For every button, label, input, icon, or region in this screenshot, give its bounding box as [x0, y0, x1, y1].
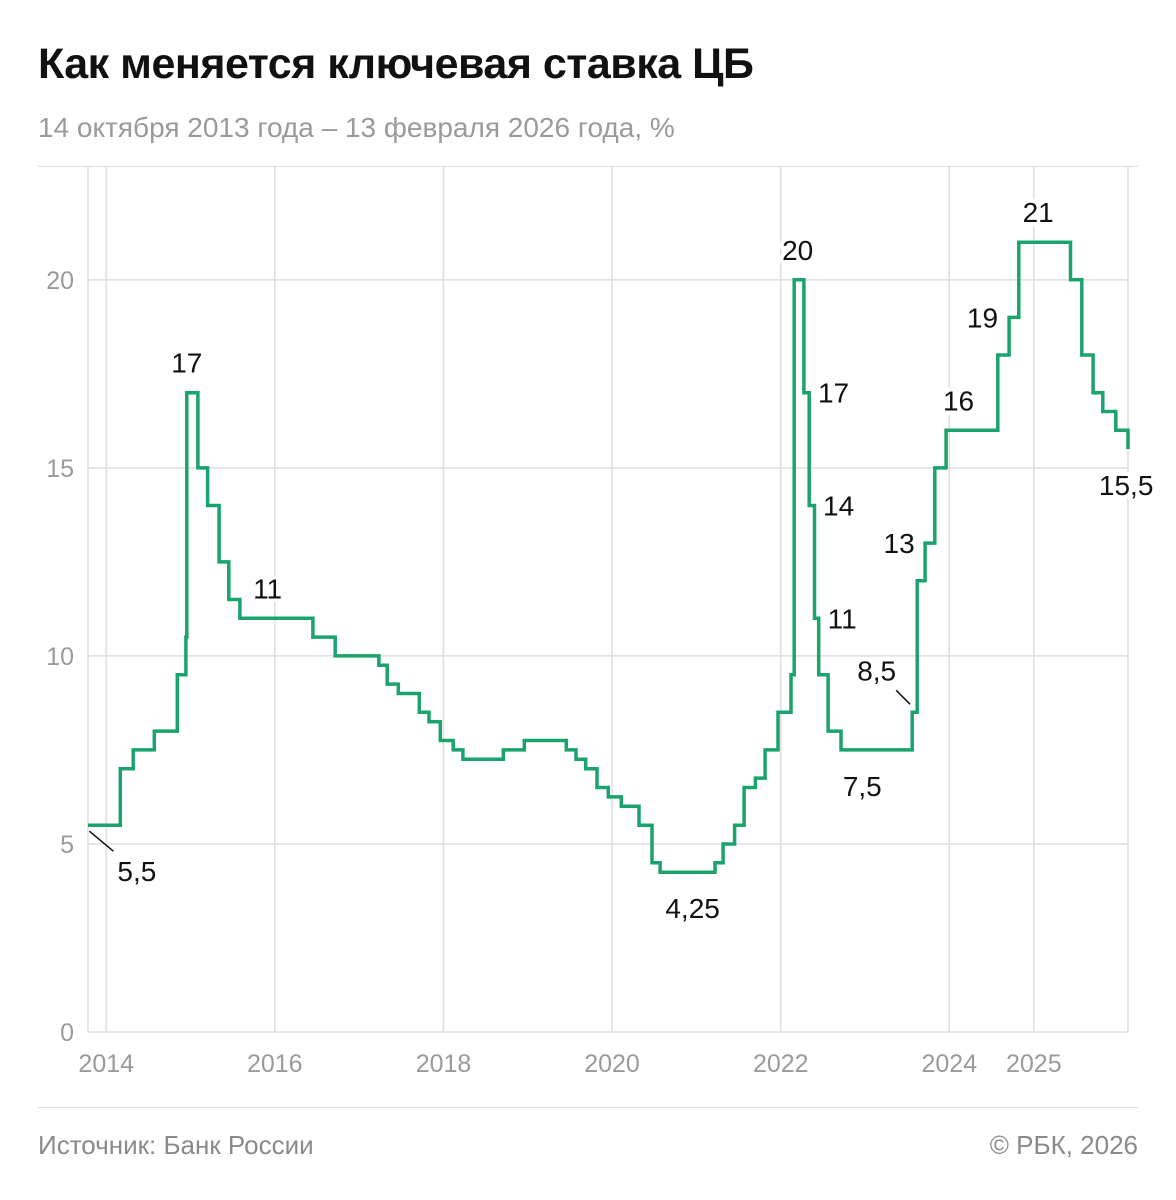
data-label: 11 [253, 573, 282, 604]
x-tick-label: 2024 [922, 1050, 978, 1078]
x-tick-label: 2022 [753, 1050, 809, 1078]
x-tick-label: 2016 [247, 1050, 303, 1078]
chart-title: Как меняется ключевая ставка ЦБ [38, 40, 754, 88]
data-label-halo: 11 [253, 573, 282, 604]
data-label-halo: 17 [818, 378, 849, 409]
data-label: 5,5 [117, 856, 156, 887]
data-label-halo: 14 [823, 490, 854, 521]
data-label: 14 [823, 490, 854, 521]
x-tick-label: 2020 [584, 1050, 640, 1078]
copyright-note: © РБК, 2026 [989, 1130, 1138, 1160]
data-label-halo: 15,5 [1099, 470, 1154, 501]
data-label: 19 [967, 302, 998, 333]
data-label: 4,25 [665, 893, 720, 924]
data-label-halo: 8,5 [857, 655, 896, 686]
data-label: 17 [818, 378, 849, 409]
data-label-halo: 21 [1023, 197, 1054, 228]
top-divider [38, 166, 1138, 167]
data-label: 7,5 [843, 771, 882, 802]
label-leader-line [895, 689, 911, 705]
x-tick-label: 2018 [416, 1050, 472, 1078]
y-tick-label: 20 [46, 267, 74, 295]
data-label: 20 [782, 235, 813, 266]
data-label: 11 [828, 603, 857, 634]
bottom-divider [38, 1107, 1138, 1108]
label-leader-line [88, 830, 114, 852]
y-tick-label: 0 [60, 1019, 74, 1047]
data-label: 16 [943, 385, 974, 416]
data-label-halo: 17 [171, 348, 202, 379]
data-label-halo: 11 [828, 603, 857, 634]
data-label-halo: 19 [967, 302, 998, 333]
data-label: 17 [171, 348, 202, 379]
data-label-halo: 4,25 [665, 893, 720, 924]
x-tick-label: 2025 [1006, 1050, 1062, 1078]
data-label-halo: 16 [943, 385, 974, 416]
data-label: 8,5 [857, 655, 896, 686]
y-tick-label: 10 [46, 643, 74, 671]
data-label: 13 [884, 528, 915, 559]
chart-subtitle: 14 октября 2013 года – 13 февраля 2026 г… [38, 112, 675, 143]
data-label-halo: 13 [884, 528, 915, 559]
source-note: Источник: Банк России [38, 1130, 314, 1160]
data-label-halo: 7,5 [843, 771, 882, 802]
y-tick-label: 15 [46, 455, 74, 483]
key-rate-line [88, 240, 1130, 874]
data-label-halo: 20 [782, 235, 813, 266]
data-label-halo: 5,5 [117, 856, 156, 887]
data-label: 21 [1023, 197, 1054, 228]
data-label: 15,5 [1099, 470, 1154, 501]
x-tick-label: 2014 [78, 1050, 134, 1078]
y-tick-label: 5 [60, 831, 74, 859]
